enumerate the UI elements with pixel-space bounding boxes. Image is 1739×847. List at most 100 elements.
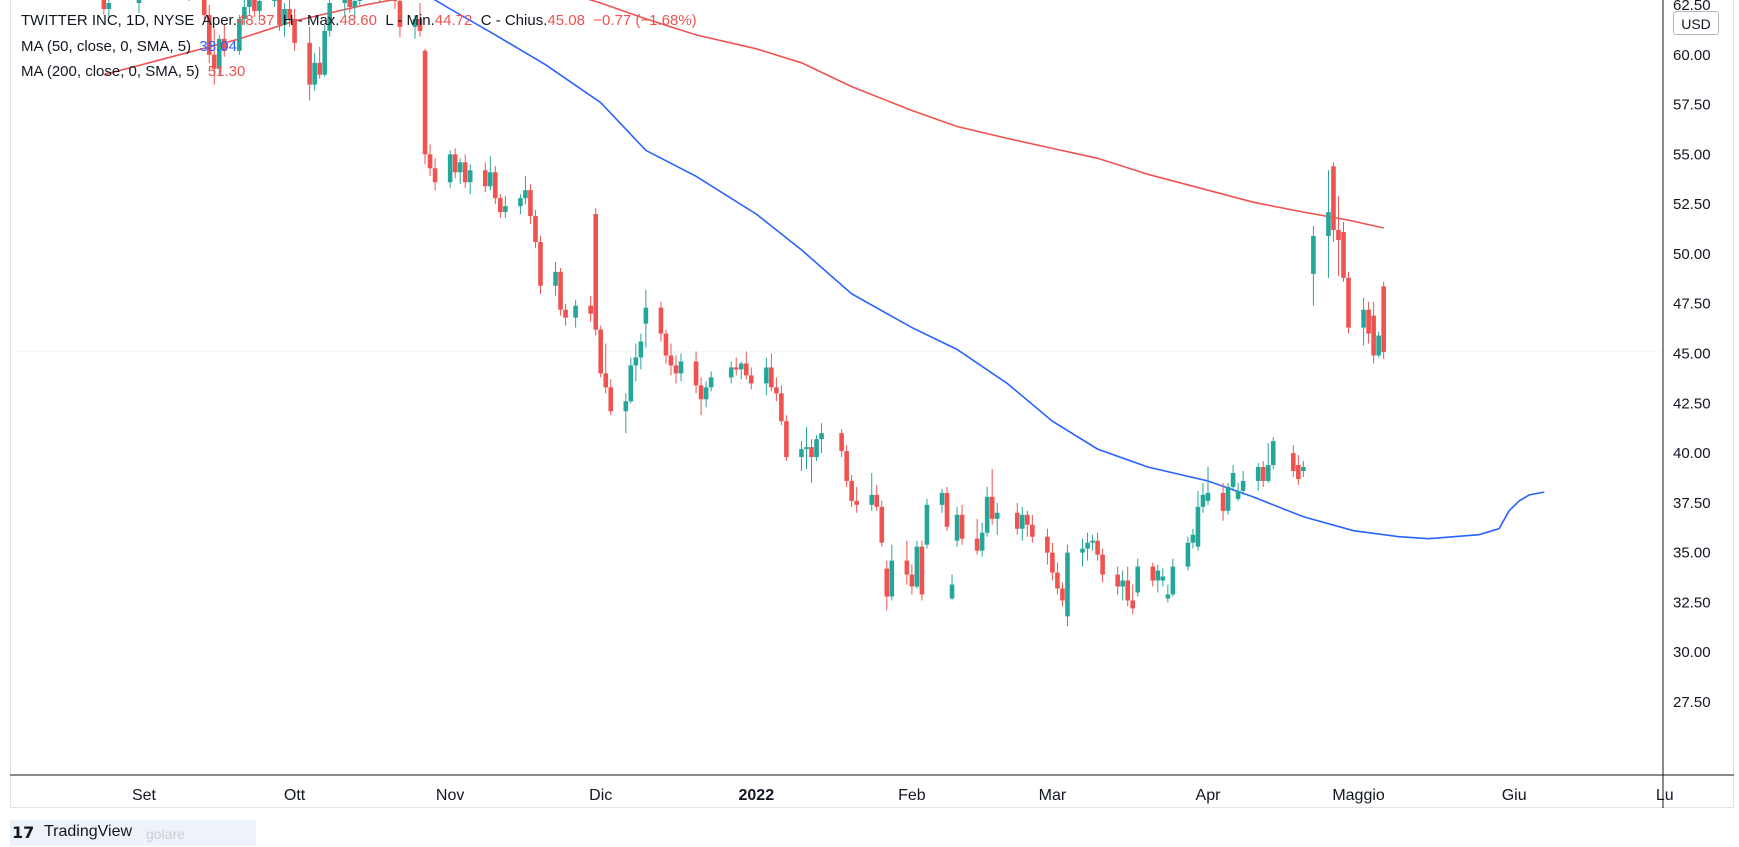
candle[interactable] [322,24,327,77]
legend-ma200-row[interactable]: MA (200, close, 0, SMA, 5) 51.30 [21,63,245,80]
candle[interactable] [447,150,453,189]
candle[interactable] [1341,222,1346,282]
candle[interactable] [1225,482,1231,515]
candle[interactable] [1336,196,1341,276]
candle[interactable] [814,435,819,462]
candle[interactable] [939,488,945,513]
candle[interactable] [743,351,749,380]
candle[interactable] [949,574,955,601]
candle[interactable] [904,540,910,585]
candle[interactable] [944,486,950,531]
candle[interactable] [914,540,920,589]
candle[interactable] [1095,532,1100,561]
candle[interactable] [493,166,498,205]
candle[interactable] [136,0,142,13]
candle[interactable] [1165,584,1171,603]
candle[interactable] [1030,514,1035,543]
time-scale[interactable]: Set Ott Nov Dic 2022 Feb Mar Apr Maggio Giu Lu [10,0,1734,808]
candle[interactable] [1050,542,1055,581]
candle[interactable] [1235,482,1241,501]
candle[interactable] [1130,584,1136,615]
candle[interactable] [598,325,604,378]
candle[interactable] [342,0,348,15]
candle[interactable] [954,506,960,547]
candle[interactable] [698,377,704,416]
candle[interactable] [307,26,312,101]
candle[interactable] [638,333,644,370]
candle[interactable] [633,343,639,382]
legend-ma50-row[interactable]: MA (50, close, 0, SMA, 5) 38.04 [21,38,237,55]
candle[interactable] [206,5,212,63]
candle[interactable] [187,0,192,2]
candle[interactable] [417,3,423,37]
candle[interactable] [528,184,533,225]
candle[interactable] [804,427,809,470]
candle[interactable] [252,0,257,17]
candle[interactable] [1265,443,1271,483]
candle[interactable] [1100,548,1105,583]
candle[interactable] [1376,331,1381,358]
candle[interactable] [1120,570,1125,601]
candle[interactable] [884,560,890,611]
candle[interactable] [1205,467,1211,505]
candle[interactable] [1060,582,1065,607]
candle[interactable] [317,46,322,79]
candle[interactable] [1190,528,1196,549]
candle[interactable] [467,164,473,195]
candle[interactable] [558,267,563,316]
candle[interactable] [257,0,262,21]
candle[interactable] [1125,566,1130,607]
candle[interactable] [708,371,714,392]
candle[interactable] [503,196,508,219]
candle[interactable] [1366,301,1371,344]
candle[interactable] [623,393,629,434]
candle[interactable] [994,502,1000,535]
candle[interactable] [658,301,664,342]
candle[interactable] [1296,455,1301,485]
candle[interactable] [874,484,880,511]
candle[interactable] [277,0,282,31]
candle[interactable] [1085,532,1090,561]
candle[interactable] [1155,564,1161,593]
candle[interactable] [1135,558,1141,597]
brand-name[interactable]: TradingView [44,823,133,840]
candle[interactable] [784,415,789,462]
candle[interactable] [1240,470,1246,495]
candle[interactable] [216,34,222,75]
candle[interactable] [728,361,734,384]
candle[interactable] [457,158,463,185]
candle[interactable] [272,0,277,7]
candle[interactable] [427,144,433,177]
candle[interactable] [392,0,398,9]
candle[interactable] [1346,271,1351,334]
candle[interactable] [703,381,709,408]
candle[interactable] [498,194,503,219]
candle[interactable] [452,148,458,179]
candle[interactable] [247,0,252,15]
candle[interactable] [924,498,930,549]
candle[interactable] [774,377,779,402]
tradingview-logo-icon[interactable]: 𝟭𝟳 [12,825,35,842]
candle[interactable] [282,3,287,37]
candle[interactable] [693,351,699,394]
candle[interactable] [1065,544,1070,627]
candle[interactable] [357,0,363,5]
candle[interactable] [869,472,875,511]
candle[interactable] [211,28,217,85]
candle[interactable] [1195,490,1201,551]
candle[interactable] [1150,562,1156,587]
candle[interactable] [422,48,428,165]
candle[interactable] [1371,301,1376,364]
candle[interactable] [668,343,674,376]
candle[interactable] [237,14,242,55]
candle[interactable] [553,261,558,296]
candle[interactable] [748,367,754,390]
candle[interactable] [462,154,468,189]
candle[interactable] [673,355,679,384]
candle[interactable] [1291,445,1296,477]
candle[interactable] [1260,461,1266,487]
candle[interactable] [523,176,528,205]
candle[interactable] [819,423,824,454]
price-chart[interactable]: 62.50 60.00 57.50 55.00 52.50 50.00 47.50 45.00… [0,0,1739,808]
candle[interactable] [488,156,493,191]
